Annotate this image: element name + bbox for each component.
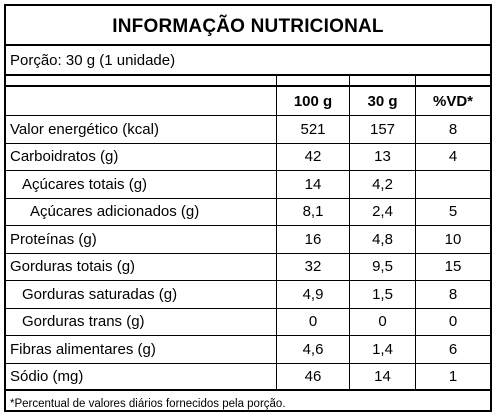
nutrient-name: Açúcares adicionados (g): [30, 203, 200, 221]
nutrient-name: Fibras alimentares (g): [10, 340, 156, 358]
table-row-energy: Valor energético (kcal) 521 157 8: [6, 116, 490, 144]
nutrient-name: Gorduras saturadas (g): [22, 285, 178, 303]
header-daily-value: %VD*: [415, 87, 490, 115]
table-header-row: 100 g 30 g %VD*: [6, 87, 490, 116]
nutrient-name: Valor energético (kcal): [10, 120, 159, 138]
nutrient-name: Proteínas (g): [10, 230, 97, 248]
value-per-portion: 14: [349, 363, 415, 389]
label-title: INFORMAÇÃO NUTRICIONAL: [6, 6, 490, 46]
table-row-fiber: Fibras alimentares (g) 4,6 1,4 6: [6, 336, 490, 364]
nutrient-name: Gorduras totais (g): [10, 258, 136, 276]
table-spacer-row: [6, 76, 490, 87]
table-row-proteins: Proteínas (g) 16 4,8 10: [6, 226, 490, 254]
value-per-portion: 9,5: [349, 253, 415, 280]
value-daily-percent: [415, 171, 490, 198]
table-row-trans-fat: Gorduras trans (g) 0 0 0: [6, 308, 490, 336]
table-row-sodium: Sódio (mg) 46 14 1: [6, 363, 490, 391]
table-row-carbohydrates: Carboidratos (g) 42 13 4: [6, 143, 490, 171]
nutrient-name: Gorduras trans (g): [22, 313, 145, 331]
value-per-100g: 16: [276, 226, 349, 253]
nutrient-name: Açúcares totais (g): [22, 175, 148, 193]
header-nutrient: [6, 87, 276, 115]
nutrient-name: Carboidratos (g): [10, 148, 119, 166]
value-daily-percent: 0: [415, 308, 490, 335]
table-row-total-fat: Gorduras totais (g) 32 9,5 15: [6, 253, 490, 281]
value-per-100g: 8,1: [276, 198, 349, 225]
value-per-100g: 4,6: [276, 336, 349, 363]
header-per-100g: 100 g: [276, 87, 349, 115]
value-per-portion: 1,5: [349, 281, 415, 308]
value-daily-percent: 6: [415, 336, 490, 363]
value-per-100g: 521: [276, 116, 349, 143]
value-daily-percent: 8: [415, 281, 490, 308]
daily-value-footnote: *Percentual de valores diários fornecido…: [10, 398, 286, 410]
header-per-portion: 30 g: [349, 87, 415, 115]
nutrient-name: Sódio (mg): [10, 367, 84, 385]
value-daily-percent: 1: [415, 363, 490, 389]
value-per-100g: 42: [276, 143, 349, 170]
value-per-100g: 14: [276, 171, 349, 198]
nutrition-facts-panel: INFORMAÇÃO NUTRICIONAL Porção: 30 g (1 u…: [4, 4, 492, 412]
value-daily-percent: 4: [415, 143, 490, 170]
value-per-100g: 4,9: [276, 281, 349, 308]
table-row-total-sugars: Açúcares totais (g) 14 4,2: [6, 171, 490, 199]
table-row-saturated-fat: Gorduras saturadas (g) 4,9 1,5 8: [6, 281, 490, 309]
value-per-portion: 1,4: [349, 336, 415, 363]
value-per-100g: 0: [276, 308, 349, 335]
value-per-100g: 32: [276, 253, 349, 280]
value-per-portion: 157: [349, 116, 415, 143]
value-per-portion: 13: [349, 143, 415, 170]
value-per-portion: 4,8: [349, 226, 415, 253]
value-daily-percent: 8: [415, 116, 490, 143]
value-per-portion: 4,2: [349, 171, 415, 198]
value-daily-percent: 15: [415, 253, 490, 280]
value-per-portion: 2,4: [349, 198, 415, 225]
table-row-added-sugars: Açúcares adicionados (g) 8,1 2,4 5: [6, 198, 490, 226]
value-per-portion: 0: [349, 308, 415, 335]
value-daily-percent: 10: [415, 226, 490, 253]
value-per-100g: 46: [276, 363, 349, 389]
serving-size: Porção: 30 g (1 unidade): [6, 46, 490, 76]
value-daily-percent: 5: [415, 198, 490, 225]
